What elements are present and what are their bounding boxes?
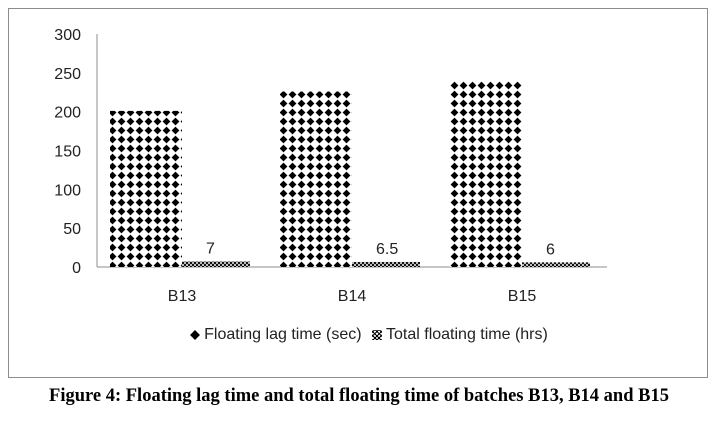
diamond-pattern-icon <box>190 330 201 340</box>
bar-floating-lag-time-b15 <box>450 81 522 267</box>
x-tick-label-b15: B15 <box>508 288 537 305</box>
x-tick-label-b13: B13 <box>168 288 197 305</box>
bar-chart: 0 50 100 150 200 250 300 B13 B14 B15 7 6.5 6 <box>54 27 607 305</box>
x-tick-label-b14: B14 <box>338 288 367 305</box>
bar-total-floating-time-b15 <box>522 262 590 267</box>
y-tick-label-6: 300 <box>54 27 81 44</box>
data-label-total-floating-time-b13: 7 <box>206 241 215 258</box>
legend: Floating lag time (sec) Total floating t… <box>129 326 609 345</box>
data-label-total-floating-time-b15: 6 <box>546 241 555 258</box>
chart-frame: 0 50 100 150 200 250 300 B13 B14 B15 7 6.5 6 Floati… <box>8 8 708 378</box>
bar-total-floating-time-b14 <box>352 261 420 267</box>
legend-item-floating-lag-time: Floating lag time (sec) <box>190 326 362 344</box>
figure-caption: Figure 4: Floating lag time and total fl… <box>49 386 669 406</box>
y-tick-label-4: 200 <box>54 105 81 122</box>
data-label-total-floating-time-b14: 6.5 <box>376 241 398 258</box>
legend-item-total-floating-time: Total floating time (hrs) <box>372 326 548 344</box>
y-tick-label-3: 150 <box>54 144 81 161</box>
legend-label-total-floating-time: Total floating time (hrs) <box>386 326 548 343</box>
y-tick-label-2: 100 <box>54 182 81 199</box>
y-tick-label-0: 0 <box>72 260 81 277</box>
bar-total-floating-time-b13 <box>182 261 250 267</box>
y-tick-label-5: 250 <box>54 66 81 83</box>
y-tick-label-1: 50 <box>63 221 81 238</box>
bar-floating-lag-time-b13 <box>110 110 182 267</box>
crosshatch-pattern-icon <box>372 330 382 340</box>
bar-floating-lag-time-b14 <box>280 91 352 268</box>
legend-label-floating-lag-time: Floating lag time (sec) <box>204 326 362 343</box>
